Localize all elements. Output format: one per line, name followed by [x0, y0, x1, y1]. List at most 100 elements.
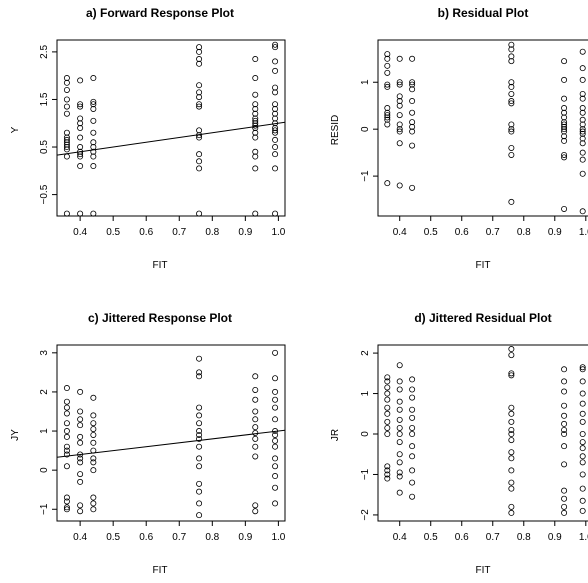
- data-point: [252, 416, 259, 423]
- data-point: [196, 101, 203, 108]
- data-point: [63, 433, 70, 440]
- y-tick-label: 1: [360, 390, 371, 396]
- data-point: [196, 412, 203, 419]
- data-point: [252, 408, 259, 415]
- data-point: [272, 115, 279, 122]
- data-point: [384, 112, 391, 119]
- data-point: [579, 109, 586, 116]
- data-point: [384, 410, 391, 417]
- x-tick-label: 0.7: [172, 227, 186, 238]
- data-point: [508, 198, 515, 205]
- data-point: [196, 165, 203, 172]
- data-point: [272, 500, 279, 507]
- plot-title: a) Forward Response Plot: [86, 6, 234, 20]
- data-point: [508, 418, 515, 425]
- data-point: [272, 349, 279, 356]
- data-point: [77, 478, 84, 485]
- data-point: [90, 101, 97, 108]
- data-point: [561, 378, 568, 385]
- data-point: [77, 502, 84, 509]
- x-tick-label: 0.6: [455, 532, 469, 543]
- data-point: [196, 44, 203, 51]
- data-point: [396, 424, 403, 431]
- y-tick-label: −2: [360, 509, 371, 521]
- data-point: [272, 58, 279, 65]
- data-point: [272, 165, 279, 172]
- data-point: [272, 443, 279, 450]
- data-point: [396, 451, 403, 458]
- data-point: [90, 148, 97, 155]
- data-point: [409, 98, 416, 105]
- data-point: [579, 208, 586, 215]
- data-point: [409, 86, 416, 93]
- data-point: [77, 101, 84, 108]
- x-tick-label: 0.6: [455, 227, 469, 238]
- data-point: [252, 429, 259, 436]
- x-tick-label: 0.6: [139, 532, 153, 543]
- data-point: [272, 110, 279, 117]
- data-point: [77, 451, 84, 458]
- data-point: [252, 134, 259, 141]
- data-point: [384, 121, 391, 128]
- data-point: [396, 398, 403, 405]
- data-point: [508, 41, 515, 48]
- data-point: [63, 410, 70, 417]
- data-point: [77, 134, 84, 141]
- data-point: [90, 431, 97, 438]
- x-tick-label: 1.0: [579, 227, 588, 238]
- data-point: [384, 114, 391, 121]
- data-point: [272, 44, 279, 51]
- data-point: [508, 58, 515, 65]
- data-point: [384, 374, 391, 381]
- data-point: [561, 205, 568, 212]
- data-point: [252, 435, 259, 442]
- y-tick-label: 3: [39, 350, 50, 356]
- data-point: [196, 443, 203, 450]
- data-point: [90, 139, 97, 146]
- data-point: [90, 500, 97, 507]
- data-point: [272, 463, 279, 470]
- data-point: [63, 141, 70, 148]
- data-point: [196, 435, 203, 442]
- x-tick-label: 0.5: [424, 227, 438, 238]
- data-point: [579, 364, 586, 371]
- data-point: [508, 431, 515, 438]
- data-point: [77, 416, 84, 423]
- data-point: [579, 116, 586, 123]
- data-point: [63, 398, 70, 405]
- data-point: [77, 210, 84, 217]
- data-point: [63, 139, 70, 146]
- data-point: [77, 408, 84, 415]
- data-point: [196, 60, 203, 67]
- data-point: [579, 130, 586, 137]
- data-point: [508, 90, 515, 97]
- data-point: [63, 129, 70, 136]
- x-tick-label: 0.7: [172, 532, 186, 543]
- x-axis-label: FIT: [153, 260, 168, 271]
- y-tick-label: −1: [360, 170, 371, 182]
- y-tick-label: −1: [360, 468, 371, 480]
- data-point: [63, 144, 70, 151]
- data-point: [272, 136, 279, 143]
- data-point: [252, 210, 259, 217]
- y-tick-label: 2.5: [39, 45, 50, 59]
- data-point: [272, 210, 279, 217]
- data-point: [561, 431, 568, 438]
- data-point: [77, 439, 84, 446]
- data-point: [508, 144, 515, 151]
- data-point: [579, 149, 586, 156]
- data-point: [579, 128, 586, 135]
- x-tick-label: 0.8: [205, 532, 219, 543]
- y-tick-label: 0: [360, 126, 371, 132]
- data-point: [384, 418, 391, 425]
- data-point: [561, 388, 568, 395]
- data-point: [384, 69, 391, 76]
- data-point: [409, 453, 416, 460]
- data-point: [272, 416, 279, 423]
- x-tick-label: 0.6: [139, 227, 153, 238]
- data-point: [508, 126, 515, 133]
- data-point: [196, 355, 203, 362]
- data-point: [272, 41, 279, 48]
- x-tick-label: 0.9: [548, 532, 562, 543]
- data-point: [561, 137, 568, 144]
